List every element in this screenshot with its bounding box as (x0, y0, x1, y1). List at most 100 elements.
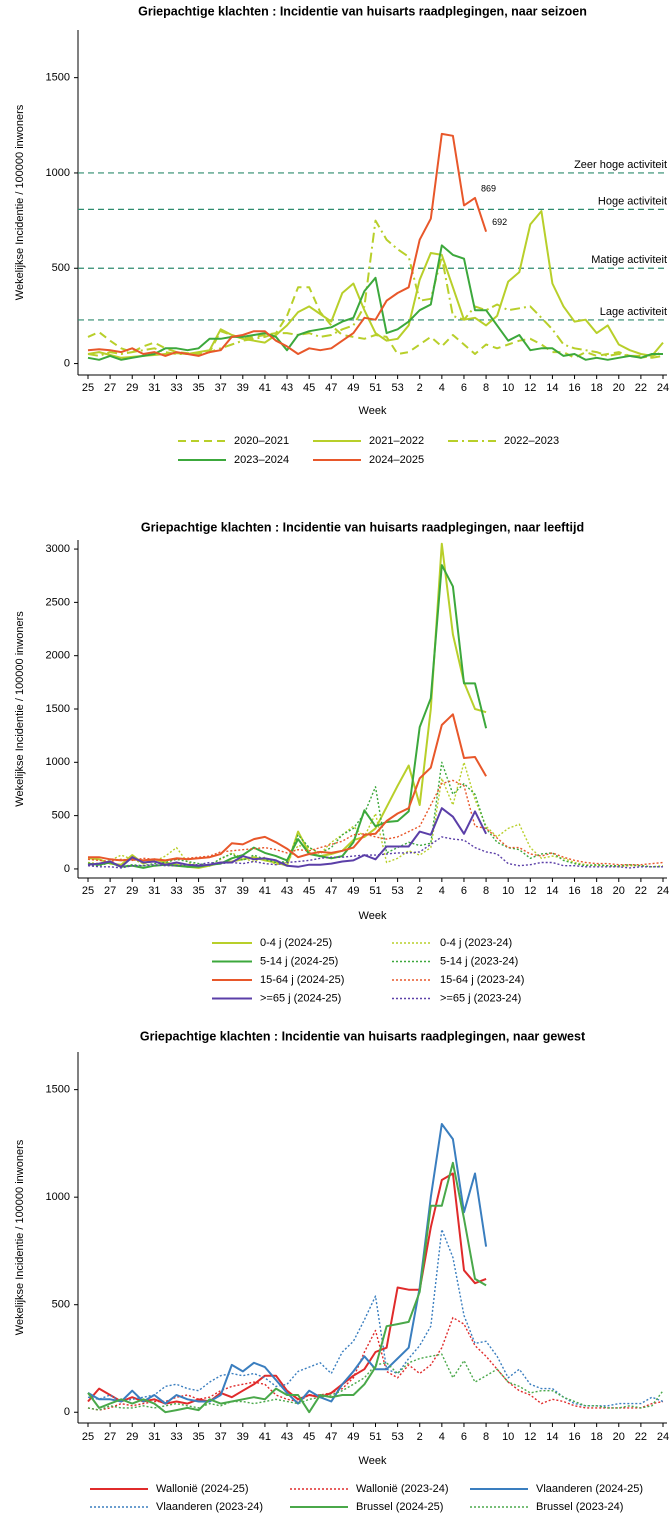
y-tick-label: 1000 (46, 756, 70, 768)
legend-label: 2022–2023 (504, 435, 559, 447)
series-line (87, 1353, 664, 1411)
x-tick-label: 4 (439, 1431, 445, 1443)
x-tick-label: 4 (439, 885, 445, 897)
x-tick-label: 8 (483, 885, 489, 897)
x-tick-label: 45 (303, 885, 315, 897)
legend-label: Brussel (2024-25) (356, 1501, 443, 1513)
x-tick-label: 41 (259, 382, 271, 394)
x-tick-label: 43 (281, 885, 293, 897)
x-tick-label: 22 (635, 382, 647, 394)
reference-label: Matige activiteit (591, 254, 667, 266)
chart-title: Griepachtige klachten : Incidentie van h… (138, 4, 587, 18)
y-tick-label: 1500 (46, 72, 70, 84)
y-tick-label: 500 (52, 1299, 70, 1311)
y-tick-label: 1500 (46, 1084, 70, 1096)
y-tick-label: 0 (64, 1406, 70, 1418)
y-tick-label: 1500 (46, 703, 70, 715)
legend-label: 0-4 j (2023-24) (440, 937, 512, 949)
legend-label: 5-14 j (2023-24) (440, 955, 518, 967)
x-tick-label: 16 (568, 1431, 580, 1443)
x-tick-label: 20 (613, 1431, 625, 1443)
y-tick-label: 0 (64, 863, 70, 875)
x-tick-label: 51 (369, 885, 381, 897)
legend-label: 15-64 j (2024-25) (260, 974, 344, 986)
x-tick-label: 16 (568, 382, 580, 394)
x-tick-label: 27 (104, 1431, 116, 1443)
x-tick-label: 8 (483, 1431, 489, 1443)
x-tick-label: 39 (237, 1431, 249, 1443)
x-tick-label: 12 (524, 885, 536, 897)
x-tick-label: 39 (237, 382, 249, 394)
series-line (87, 564, 488, 869)
x-axis-label: Week (359, 910, 387, 922)
x-tick-label: 49 (347, 885, 359, 897)
x-tick-label: 53 (391, 382, 403, 394)
x-tick-label: 47 (325, 885, 337, 897)
chart-title: Griepachtige klachten : Incidentie van h… (141, 520, 584, 534)
x-tick-label: 49 (347, 1431, 359, 1443)
x-tick-label: 33 (170, 885, 182, 897)
legend-label: 2023–2024 (234, 454, 289, 466)
y-tick-label: 2000 (46, 650, 70, 662)
series-line (87, 761, 664, 868)
y-tick-label: 1000 (46, 1191, 70, 1203)
x-tick-label: 33 (170, 382, 182, 394)
x-tick-label: 37 (215, 885, 227, 897)
x-tick-label: 22 (635, 885, 647, 897)
x-tick-label: 49 (347, 382, 359, 394)
series-line (87, 132, 488, 357)
legend-label: >=65 j (2024-25) (260, 992, 341, 1004)
x-tick-label: 43 (281, 1431, 293, 1443)
x-tick-label: 51 (369, 382, 381, 394)
x-tick-label: 35 (192, 382, 204, 394)
x-tick-label: 18 (591, 1431, 603, 1443)
x-tick-label: 24 (657, 885, 669, 897)
reference-label: Zeer hoge activiteit (574, 159, 667, 171)
x-tick-label: 41 (259, 885, 271, 897)
series-line (87, 1228, 664, 1407)
x-tick-label: 14 (546, 1431, 558, 1443)
series-line (87, 286, 664, 359)
y-tick-label: 0 (64, 357, 70, 369)
legend-label: 5-14 j (2024-25) (260, 955, 338, 967)
x-tick-label: 18 (591, 885, 603, 897)
x-tick-label: 45 (303, 382, 315, 394)
x-tick-label: 41 (259, 1431, 271, 1443)
reference-label: Lage activiteit (600, 306, 667, 318)
x-tick-label: 47 (325, 1431, 337, 1443)
legend-label: Wallonië (2023-24) (356, 1483, 449, 1495)
series-line (87, 1123, 488, 1405)
series-line (87, 1161, 487, 1414)
x-tick-label: 14 (546, 382, 558, 394)
legend-label: >=65 j (2023-24) (440, 992, 521, 1004)
x-tick-label: 2 (417, 885, 423, 897)
value-label: 692 (492, 217, 507, 227)
x-tick-label: 29 (126, 885, 138, 897)
x-tick-label: 12 (524, 382, 536, 394)
y-axis-label: Wekelijkse Incidentie / 100000 inwoners (14, 104, 26, 300)
y-tick-label: 2500 (46, 596, 70, 608)
legend-label: Brussel (2023-24) (536, 1501, 623, 1513)
y-tick-label: 500 (52, 810, 70, 822)
x-tick-label: 31 (148, 885, 160, 897)
x-tick-label: 31 (148, 382, 160, 394)
x-tick-label: 12 (524, 1431, 536, 1443)
x-tick-label: 37 (215, 1431, 227, 1443)
y-tick-label: 500 (52, 262, 70, 274)
x-tick-label: 27 (104, 885, 116, 897)
x-tick-label: 2 (417, 382, 423, 394)
x-axis-label: Week (359, 1455, 387, 1467)
y-axis-label: Wekelijkse Incidentie / 100000 inwoners (14, 1139, 26, 1335)
x-tick-label: 27 (104, 382, 116, 394)
legend-label: 2024–2025 (369, 454, 424, 466)
x-tick-label: 35 (192, 1431, 204, 1443)
x-tick-label: 47 (325, 382, 337, 394)
x-tick-label: 25 (82, 885, 94, 897)
x-tick-label: 35 (192, 885, 204, 897)
x-tick-label: 16 (568, 885, 580, 897)
legend-label: Wallonië (2024-25) (156, 1483, 249, 1495)
reference-label: Hoge activiteit (598, 195, 667, 207)
x-tick-label: 4 (439, 382, 445, 394)
